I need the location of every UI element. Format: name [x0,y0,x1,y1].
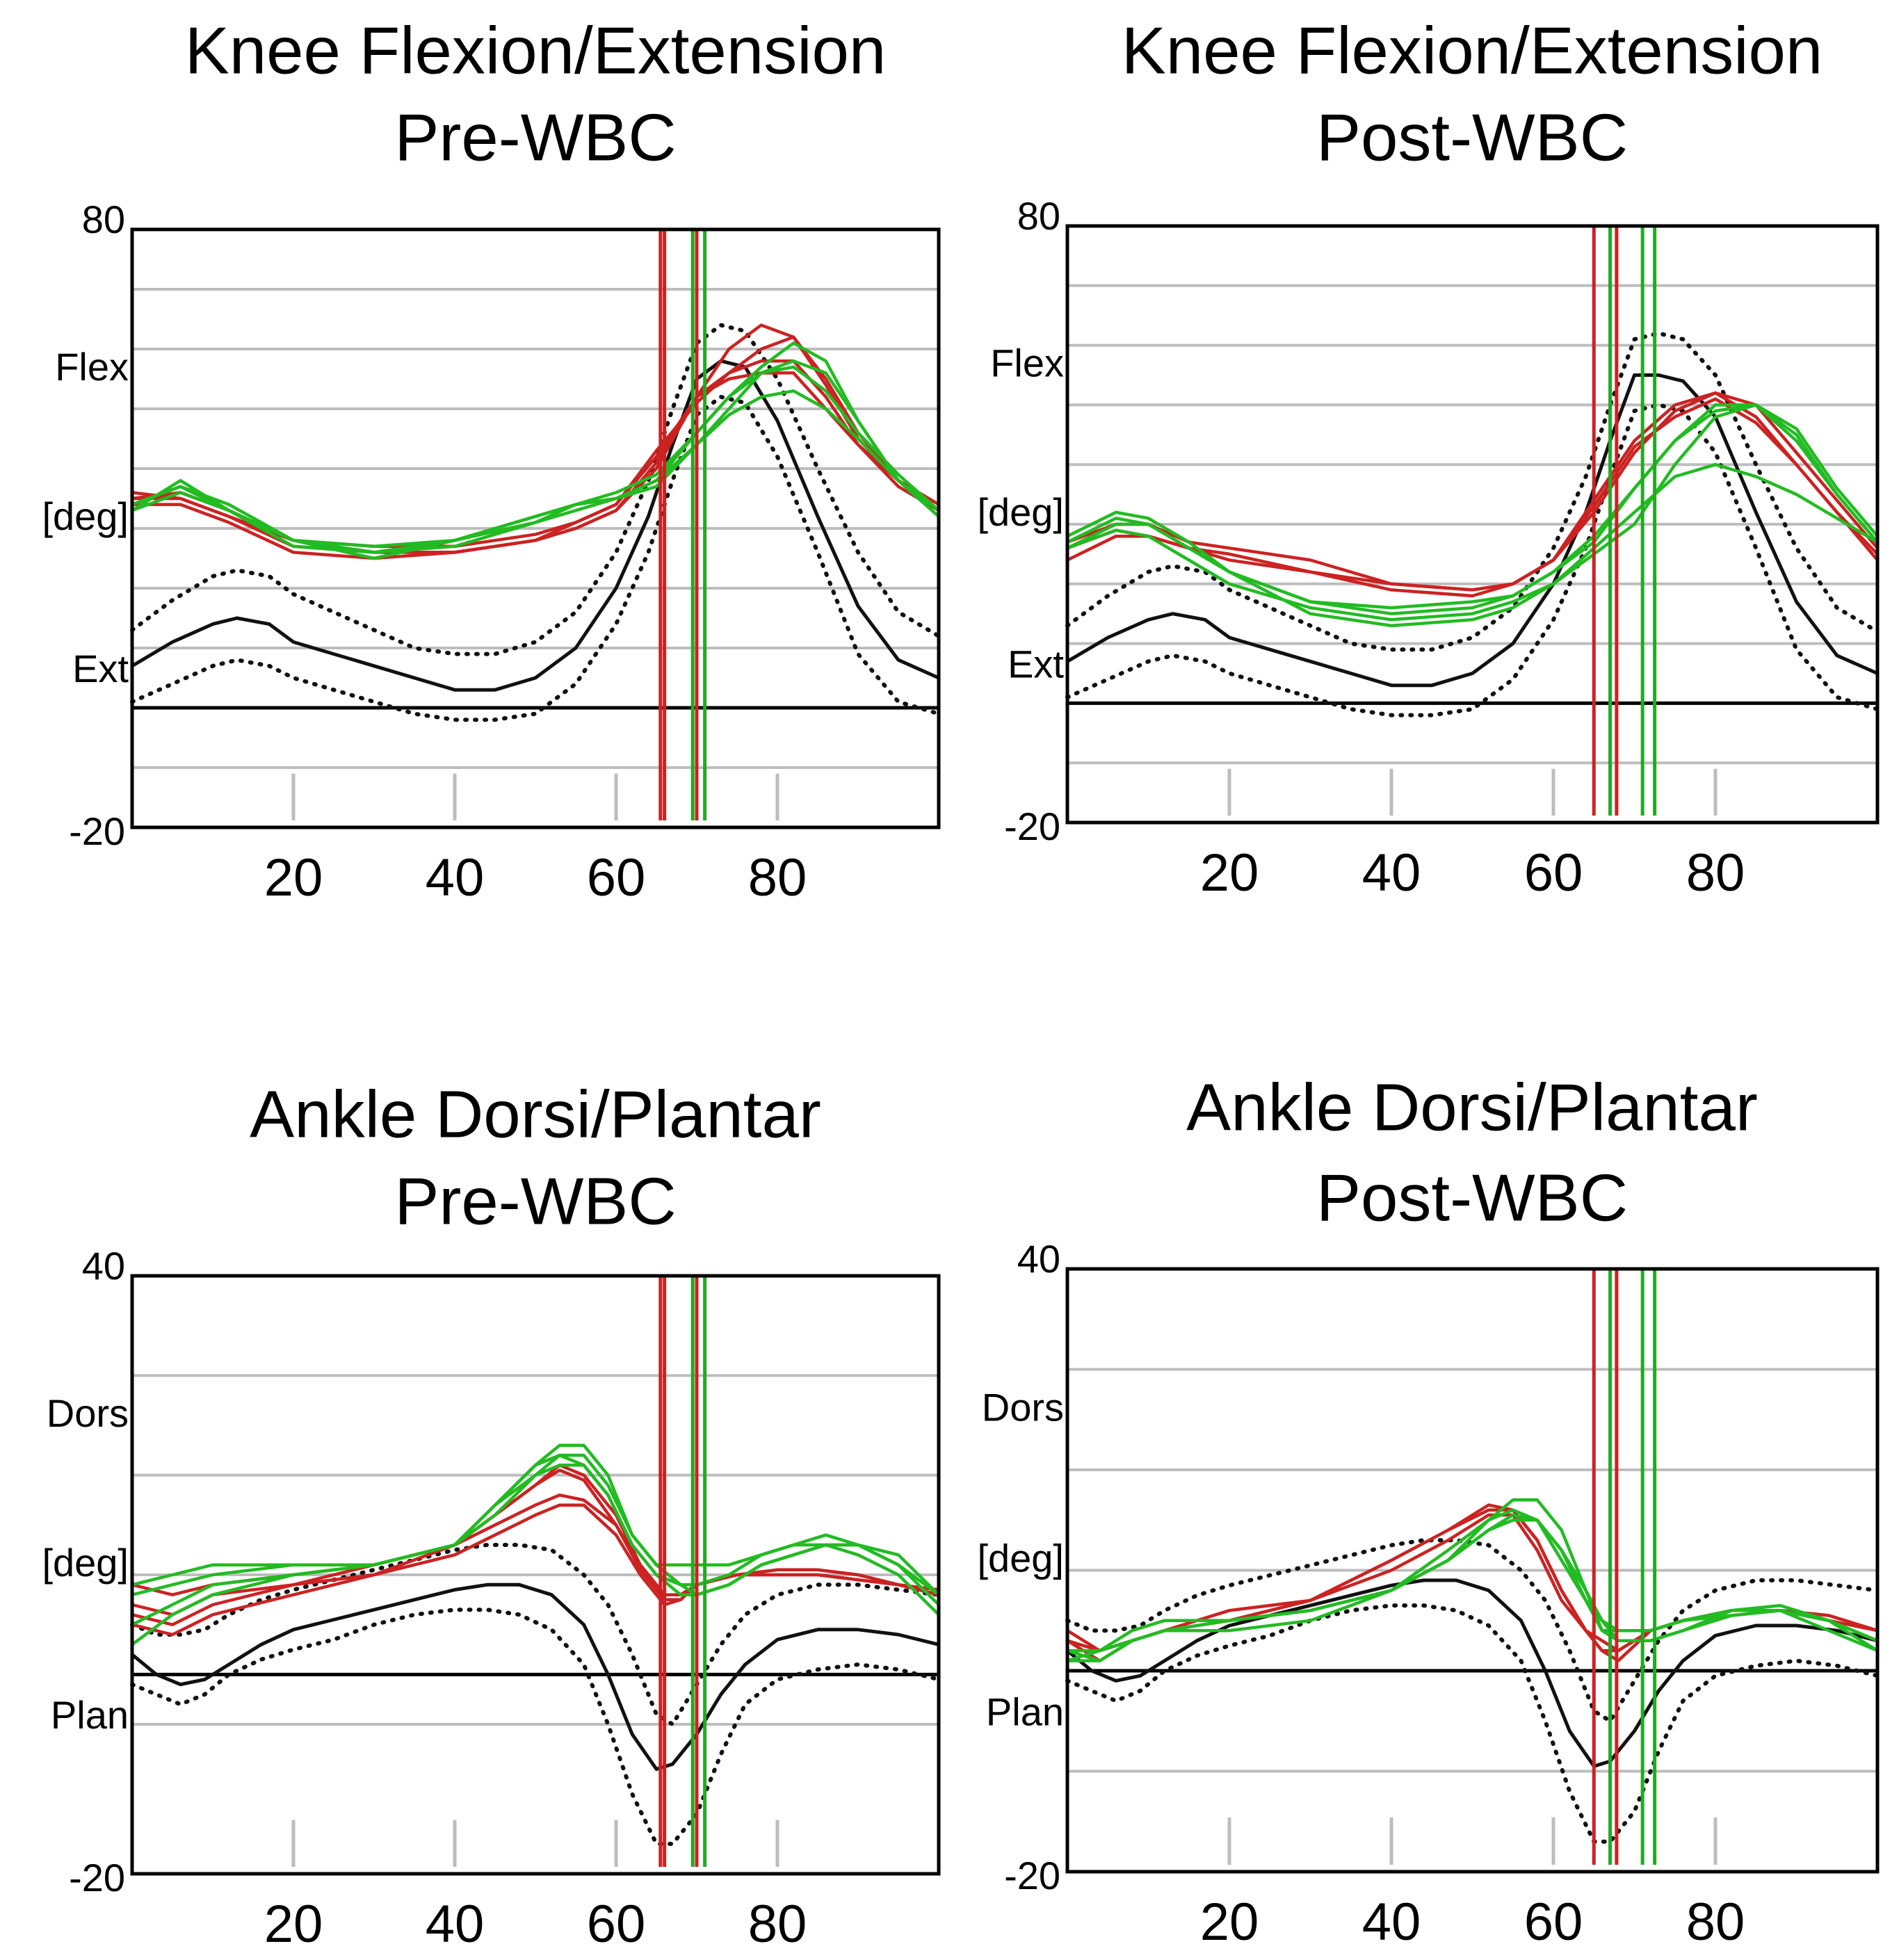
chart-subtitle: Pre-WBC [394,100,676,175]
chart-title: Ankle Dorsi/Plantar [250,1077,821,1151]
x-tick-label: 20 [264,1895,323,1954]
series-line-7: Post-WBC trial 1 [1065,403,1880,610]
series-line-1: Normative mean [130,359,941,692]
y-tick-label-max: 40 [82,1244,125,1288]
x-tick-label: 20 [1200,1893,1259,1952]
x-tick-label: 40 [426,1895,485,1954]
x-tick-label: 60 [587,1895,646,1954]
chart-subtitle: Post-WBC [1316,100,1628,175]
y-tick-label-min: -20 [1004,804,1060,848]
x-tick-label: 40 [1362,1893,1421,1952]
y-label-negative: Plan [51,1693,129,1737]
y-label-positive: Dors [47,1391,129,1435]
series-line-2: Normative +1SD [130,1543,941,1726]
x-tick-label: 80 [1686,843,1745,902]
y-label-negative: Ext [72,647,129,690]
y-tick-label-max: 80 [1017,194,1060,238]
y-label-negative: Plan [986,1690,1064,1733]
x-tick-label: 80 [748,1895,807,1954]
chart-title: Knee Flexion/Extension [1122,13,1823,88]
plot-frame [1065,224,1880,825]
chart-panel-1: Knee Flexion/Extension Pre-WBC Normative m… [42,13,941,907]
y-tick-label-max: 80 [82,197,125,241]
series-line-2: Normative +1SD [1065,331,1880,652]
series-line-3: Normative -1SD [1065,1603,1880,1844]
series-line-5: Pre-WBC trial 2 [130,359,941,560]
y-label-negative: Ext [1008,642,1064,686]
x-tick-label: 80 [748,848,807,907]
plot-frame [130,227,941,829]
y-tick-label-max: 40 [1017,1237,1060,1281]
series-line-3: Normative -1SD [130,1607,941,1846]
x-tick-label: 40 [426,848,485,907]
series-line-6: Pre-WBC trial 3 [130,1464,941,1637]
chart-panel-2: Knee Flexion/Extension Post-WBC Normative … [977,13,1880,902]
y-label-positive: Dors [982,1386,1064,1429]
chart-title: Knee Flexion/Extension [185,13,887,88]
y-tick-label-min: -20 [69,809,125,853]
plot-frame [130,1274,941,1876]
y-axis-label: [deg] [977,1536,1064,1580]
y-axis-label: [deg] [977,490,1064,534]
x-tick-label: 80 [1686,1893,1745,1952]
y-label-positive: Flex [990,341,1064,384]
y-tick-label-min: -20 [69,1856,125,1900]
chart-subtitle: Pre-WBC [394,1164,676,1238]
plot-frame [1065,1267,1880,1874]
y-label-positive: Flex [55,345,129,389]
y-tick-label-min: -20 [1004,1854,1060,1897]
series-line-10: Post-WBC trial 4 [1065,403,1880,622]
series-line-5: Pre-WBC trial 2 [130,1503,941,1626]
x-tick-label: 40 [1362,843,1421,902]
series-line-5: Pre-WBC trial 2 [1065,397,1880,598]
series-line-10: Post-WBC trial 4 [1065,1508,1880,1662]
chart-panel-4: Ankle Dorsi/Plantar Post-WBC Normative mea… [977,1070,1880,1952]
x-tick-label: 20 [264,848,323,907]
x-tick-label: 20 [1200,843,1259,902]
series-line-1: Normative mean [130,1582,941,1771]
series-line-11: Post-WBC trial 4 [130,365,941,554]
series-line-1: Normative mean [1065,1578,1880,1768]
series-line-1: Normative mean [1065,373,1880,688]
series-line-7: Pre-WBC trial 4 [130,1468,941,1617]
series-line-3: Normative -1SD [1065,403,1880,718]
chart-subtitle: Post-WBC [1316,1160,1628,1235]
y-axis-label: [deg] [42,1541,129,1585]
x-tick-label: 60 [1524,1893,1583,1952]
chart-title: Ankle Dorsi/Plantar [1186,1070,1758,1144]
x-tick-label: 60 [1524,843,1583,902]
x-tick-label: 60 [587,848,646,907]
series-line-3: Normative -1SD [130,394,941,722]
series-line-11: Post-WBC trial 4 [130,1453,941,1646]
series-line-2: Normative +1SD [1065,1538,1880,1724]
y-axis-label: [deg] [42,494,129,538]
chart-panel-3: Ankle Dorsi/Plantar Pre-WBC Normative mean… [42,1077,941,1954]
